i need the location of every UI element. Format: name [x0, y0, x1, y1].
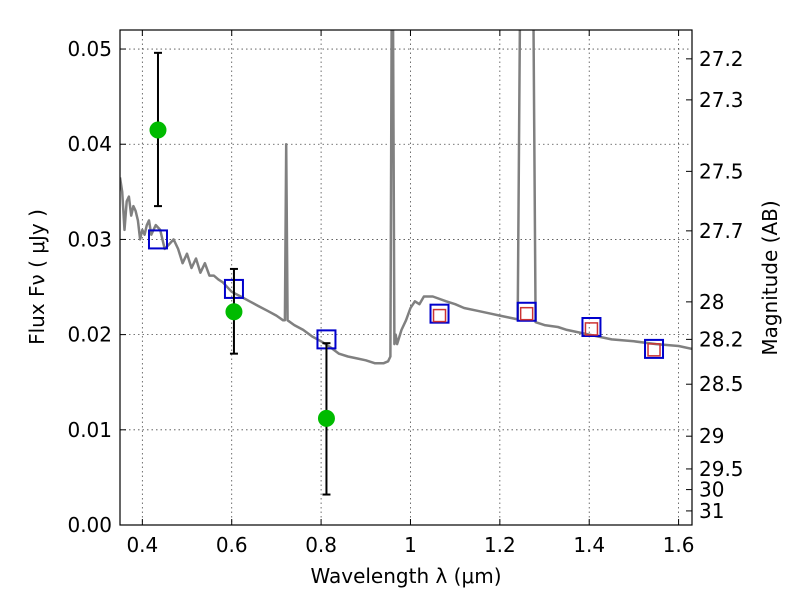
plot-frame [119, 29, 693, 526]
right-tick-label: 28 [699, 290, 724, 314]
y-tick-label: 0.02 [67, 323, 112, 347]
y-tick-label: 0.04 [67, 132, 112, 156]
y-tick-label: 0.01 [67, 418, 112, 442]
observed-flux-square [519, 306, 534, 321]
observed-flux-square [584, 322, 599, 336]
y-tick-label: 0.03 [67, 227, 112, 251]
model-flux-square [429, 303, 450, 324]
right-tick-label: 31 [699, 499, 724, 523]
model-flux-square [516, 301, 537, 322]
right-tick-label: 28.5 [699, 372, 744, 396]
sed-model-line-layer [120, 30, 692, 365]
observed-flux-square [432, 308, 447, 323]
y-tick-label: 0.05 [67, 37, 112, 61]
right-tick-label: 30 [699, 478, 724, 502]
x-tick-label: 1.6 [663, 533, 695, 557]
x-axis-label: Wavelength λ (μm) [310, 564, 501, 588]
observed-flux-point [225, 303, 243, 321]
right-tick-label: 27.2 [699, 47, 744, 71]
right-axis-label: Magnitude (AB) [758, 200, 782, 355]
x-tick-label: 0.6 [216, 533, 248, 557]
model-flux-square [644, 338, 665, 359]
y-axis-label: Flux Fν ( μJy ) [25, 209, 49, 345]
observed-flux-square [647, 343, 661, 357]
y-tick-label: 0.00 [67, 513, 112, 537]
right-tick-label: 27.5 [699, 159, 744, 183]
model-flux-square [581, 317, 602, 337]
x-tick-label: 1.4 [573, 533, 605, 557]
observed-flux-point [317, 409, 335, 427]
right-tick-label: 29 [699, 424, 724, 448]
model-flux-square [147, 229, 168, 250]
right-tick-label: 28.2 [699, 327, 744, 351]
observed-flux-point [149, 121, 167, 139]
x-tick-label: 0.8 [305, 533, 337, 557]
sed-model-line [120, 30, 692, 365]
x-tick-label: 0.4 [126, 533, 158, 557]
x-tick-label: 1.2 [484, 533, 516, 557]
markers-layer [147, 51, 665, 496]
right-tick-label: 27.3 [699, 88, 744, 112]
grid [120, 30, 692, 526]
right-tick-label: 29.5 [699, 457, 744, 481]
x-tick-label: 1 [404, 533, 417, 557]
ticks-layer: 0.4 0.6 0.8 1 1.2 1.4 1.6 0.00 0.01 0.02 0.03 0.04 0… [67, 30, 744, 557]
right-tick-label: 27.7 [699, 219, 744, 243]
